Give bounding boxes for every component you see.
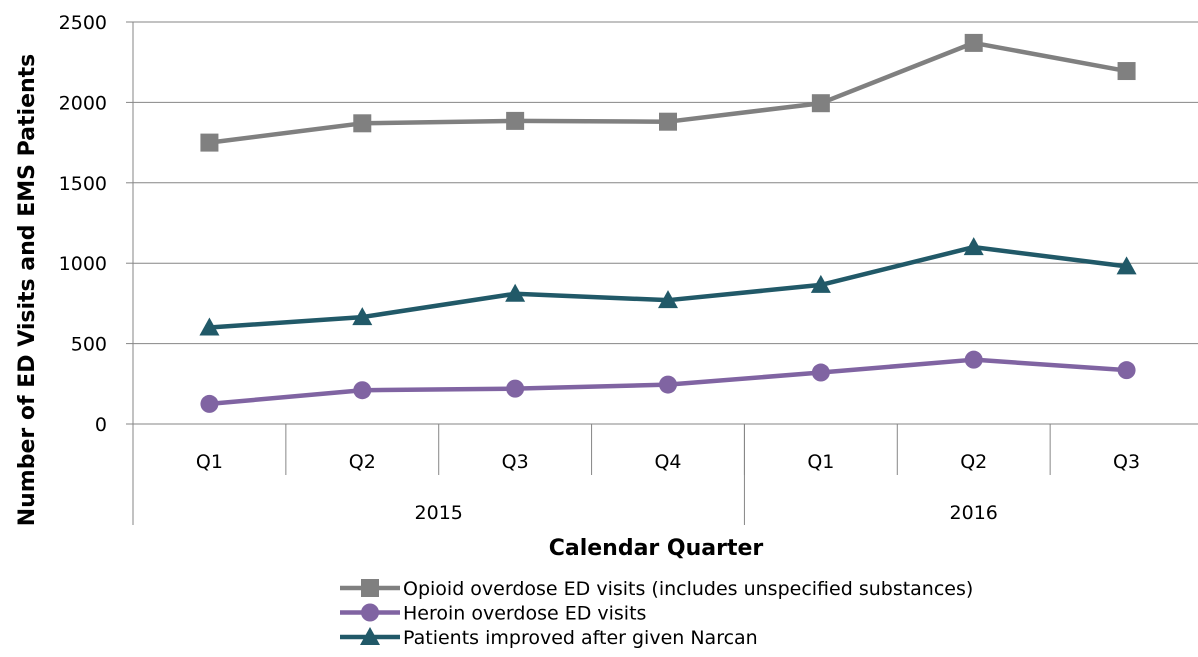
y-tick-label: 500	[71, 334, 107, 356]
legend-label: Opioid overdose ED visits (includes unsp…	[403, 578, 973, 600]
data-point-square	[964, 33, 983, 52]
legend: Opioid overdose ED visits (includes unsp…	[340, 578, 973, 649]
x-group-label: 2016	[950, 502, 998, 524]
data-point-triangle	[199, 317, 220, 336]
data-point-circle	[659, 375, 677, 394]
y-tick-label: 2000	[59, 92, 107, 114]
y-tick-label: 2500	[59, 12, 107, 34]
x-tick-label: Q1	[196, 451, 223, 473]
data-point-triangle	[352, 307, 373, 326]
data-point-triangle	[963, 237, 984, 256]
data-point-square	[811, 94, 830, 113]
data-point-circle	[964, 350, 983, 369]
legend-label: Heroin overdose ED visits	[403, 603, 646, 625]
data-point-square	[200, 133, 219, 152]
data-point-circle	[200, 394, 219, 413]
data-point-triangle	[810, 274, 831, 293]
legend-label: Patients improved after given Narcan	[403, 627, 758, 649]
legend-marker-circle	[361, 603, 379, 622]
data-point-square	[506, 111, 525, 130]
y-tick-label: 1500	[59, 173, 107, 195]
x-tick-label: Q3	[502, 451, 529, 473]
data-point-circle	[1117, 361, 1136, 380]
data-point-triangle	[505, 283, 526, 302]
x-axis: Q1 Q2 Q3 Q4 Q1 Q2 Q3 2015 2016	[126, 21, 1198, 525]
legend-marker-triangle	[360, 627, 380, 645]
data-point-circle	[811, 363, 830, 382]
x-tick-label: Q2	[960, 451, 987, 473]
x-tick-label: Q1	[807, 451, 834, 473]
data-point-circle	[506, 379, 525, 398]
y-tick-label: 0	[95, 414, 107, 436]
gridlines	[133, 21, 1198, 345]
y-axis-title: Number of ED Visits and EMS Patients	[15, 54, 40, 527]
series-lines	[199, 33, 1137, 413]
data-point-circle	[353, 381, 372, 400]
legend-marker-square	[361, 579, 379, 597]
series-line-triangle	[209, 244, 1127, 330]
data-point-square	[1117, 62, 1136, 81]
data-point-square	[659, 112, 677, 131]
x-tick-label: Q4	[654, 451, 681, 473]
data-point-square	[353, 114, 372, 133]
y-axis-ticks: 0 500 1000 1500 2000 2500	[59, 12, 107, 436]
x-tick-label: Q2	[349, 451, 376, 473]
x-group-label: 2015	[415, 502, 463, 524]
y-tick-label: 1000	[59, 253, 107, 275]
data-point-triangle	[1116, 256, 1137, 275]
data-point-triangle	[658, 290, 678, 309]
x-tick-label: Q3	[1113, 451, 1140, 473]
x-axis-title: Calendar Quarter	[549, 536, 764, 561]
